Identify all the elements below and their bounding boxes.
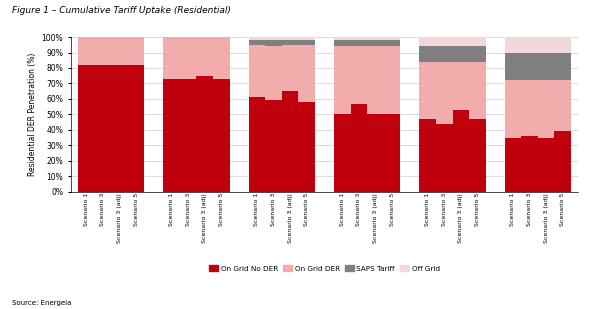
Bar [538,138,555,192]
Bar [248,45,266,97]
Bar [94,37,111,65]
Bar [248,97,266,192]
Bar [111,37,127,65]
Bar [334,40,350,46]
Bar [504,53,522,80]
Bar [180,79,196,192]
Bar [94,65,111,192]
Bar [334,114,350,192]
Bar [111,65,127,192]
Bar [384,46,401,114]
Bar [282,45,299,91]
Bar [384,37,401,40]
Bar [555,131,571,192]
Bar [196,76,213,192]
Bar [266,100,282,192]
Bar [350,104,367,192]
Bar [266,40,282,46]
Bar [78,37,94,65]
Bar [453,37,469,46]
Legend: On Grid No DER, On Grid DER, SAPS Tariff, Off Grid: On Grid No DER, On Grid DER, SAPS Tariff… [206,262,442,274]
Bar [367,40,384,46]
Bar [367,37,384,40]
Bar [163,37,180,79]
Bar [453,110,469,192]
Bar [453,62,469,110]
Bar [299,40,315,45]
Bar [522,136,538,192]
Bar [384,40,401,46]
Bar [469,37,486,46]
Bar [504,80,522,138]
Bar [282,40,299,45]
Bar [350,40,367,46]
Bar [266,46,282,100]
Bar [469,46,486,62]
Bar [436,46,453,62]
Bar [213,37,230,79]
Bar [350,37,367,40]
Bar [282,91,299,192]
Bar [196,37,213,76]
Bar [419,119,436,192]
Bar [367,46,384,114]
Bar [248,37,266,40]
Bar [384,114,401,192]
Bar [213,79,230,192]
Bar [522,37,538,53]
Bar [436,124,453,192]
Bar [453,46,469,62]
Bar [538,37,555,53]
Bar [504,37,522,53]
Bar [436,37,453,46]
Bar [555,37,571,53]
Bar [334,46,350,114]
Bar [299,45,315,102]
Bar [522,80,538,136]
Bar [419,62,436,119]
Bar [538,53,555,80]
Bar [248,40,266,45]
Bar [469,119,486,192]
Bar [367,114,384,192]
Bar [127,37,145,65]
Bar [504,138,522,192]
Y-axis label: Residential DER Penetration (%): Residential DER Penetration (%) [28,53,37,176]
Bar [334,37,350,40]
Bar [180,37,196,79]
Bar [555,53,571,80]
Bar [436,62,453,124]
Bar [522,53,538,80]
Bar [299,102,315,192]
Text: Figure 1 – Cumulative Tariff Uptake (Residential): Figure 1 – Cumulative Tariff Uptake (Res… [12,6,231,15]
Bar [469,62,486,119]
Bar [538,80,555,138]
Bar [555,80,571,131]
Bar [163,79,180,192]
Bar [78,65,94,192]
Bar [282,37,299,40]
Bar [350,46,367,104]
Bar [419,46,436,62]
Bar [299,37,315,40]
Bar [419,37,436,46]
Bar [127,65,145,192]
Text: Source: Energeia: Source: Energeia [12,300,71,306]
Bar [266,37,282,40]
